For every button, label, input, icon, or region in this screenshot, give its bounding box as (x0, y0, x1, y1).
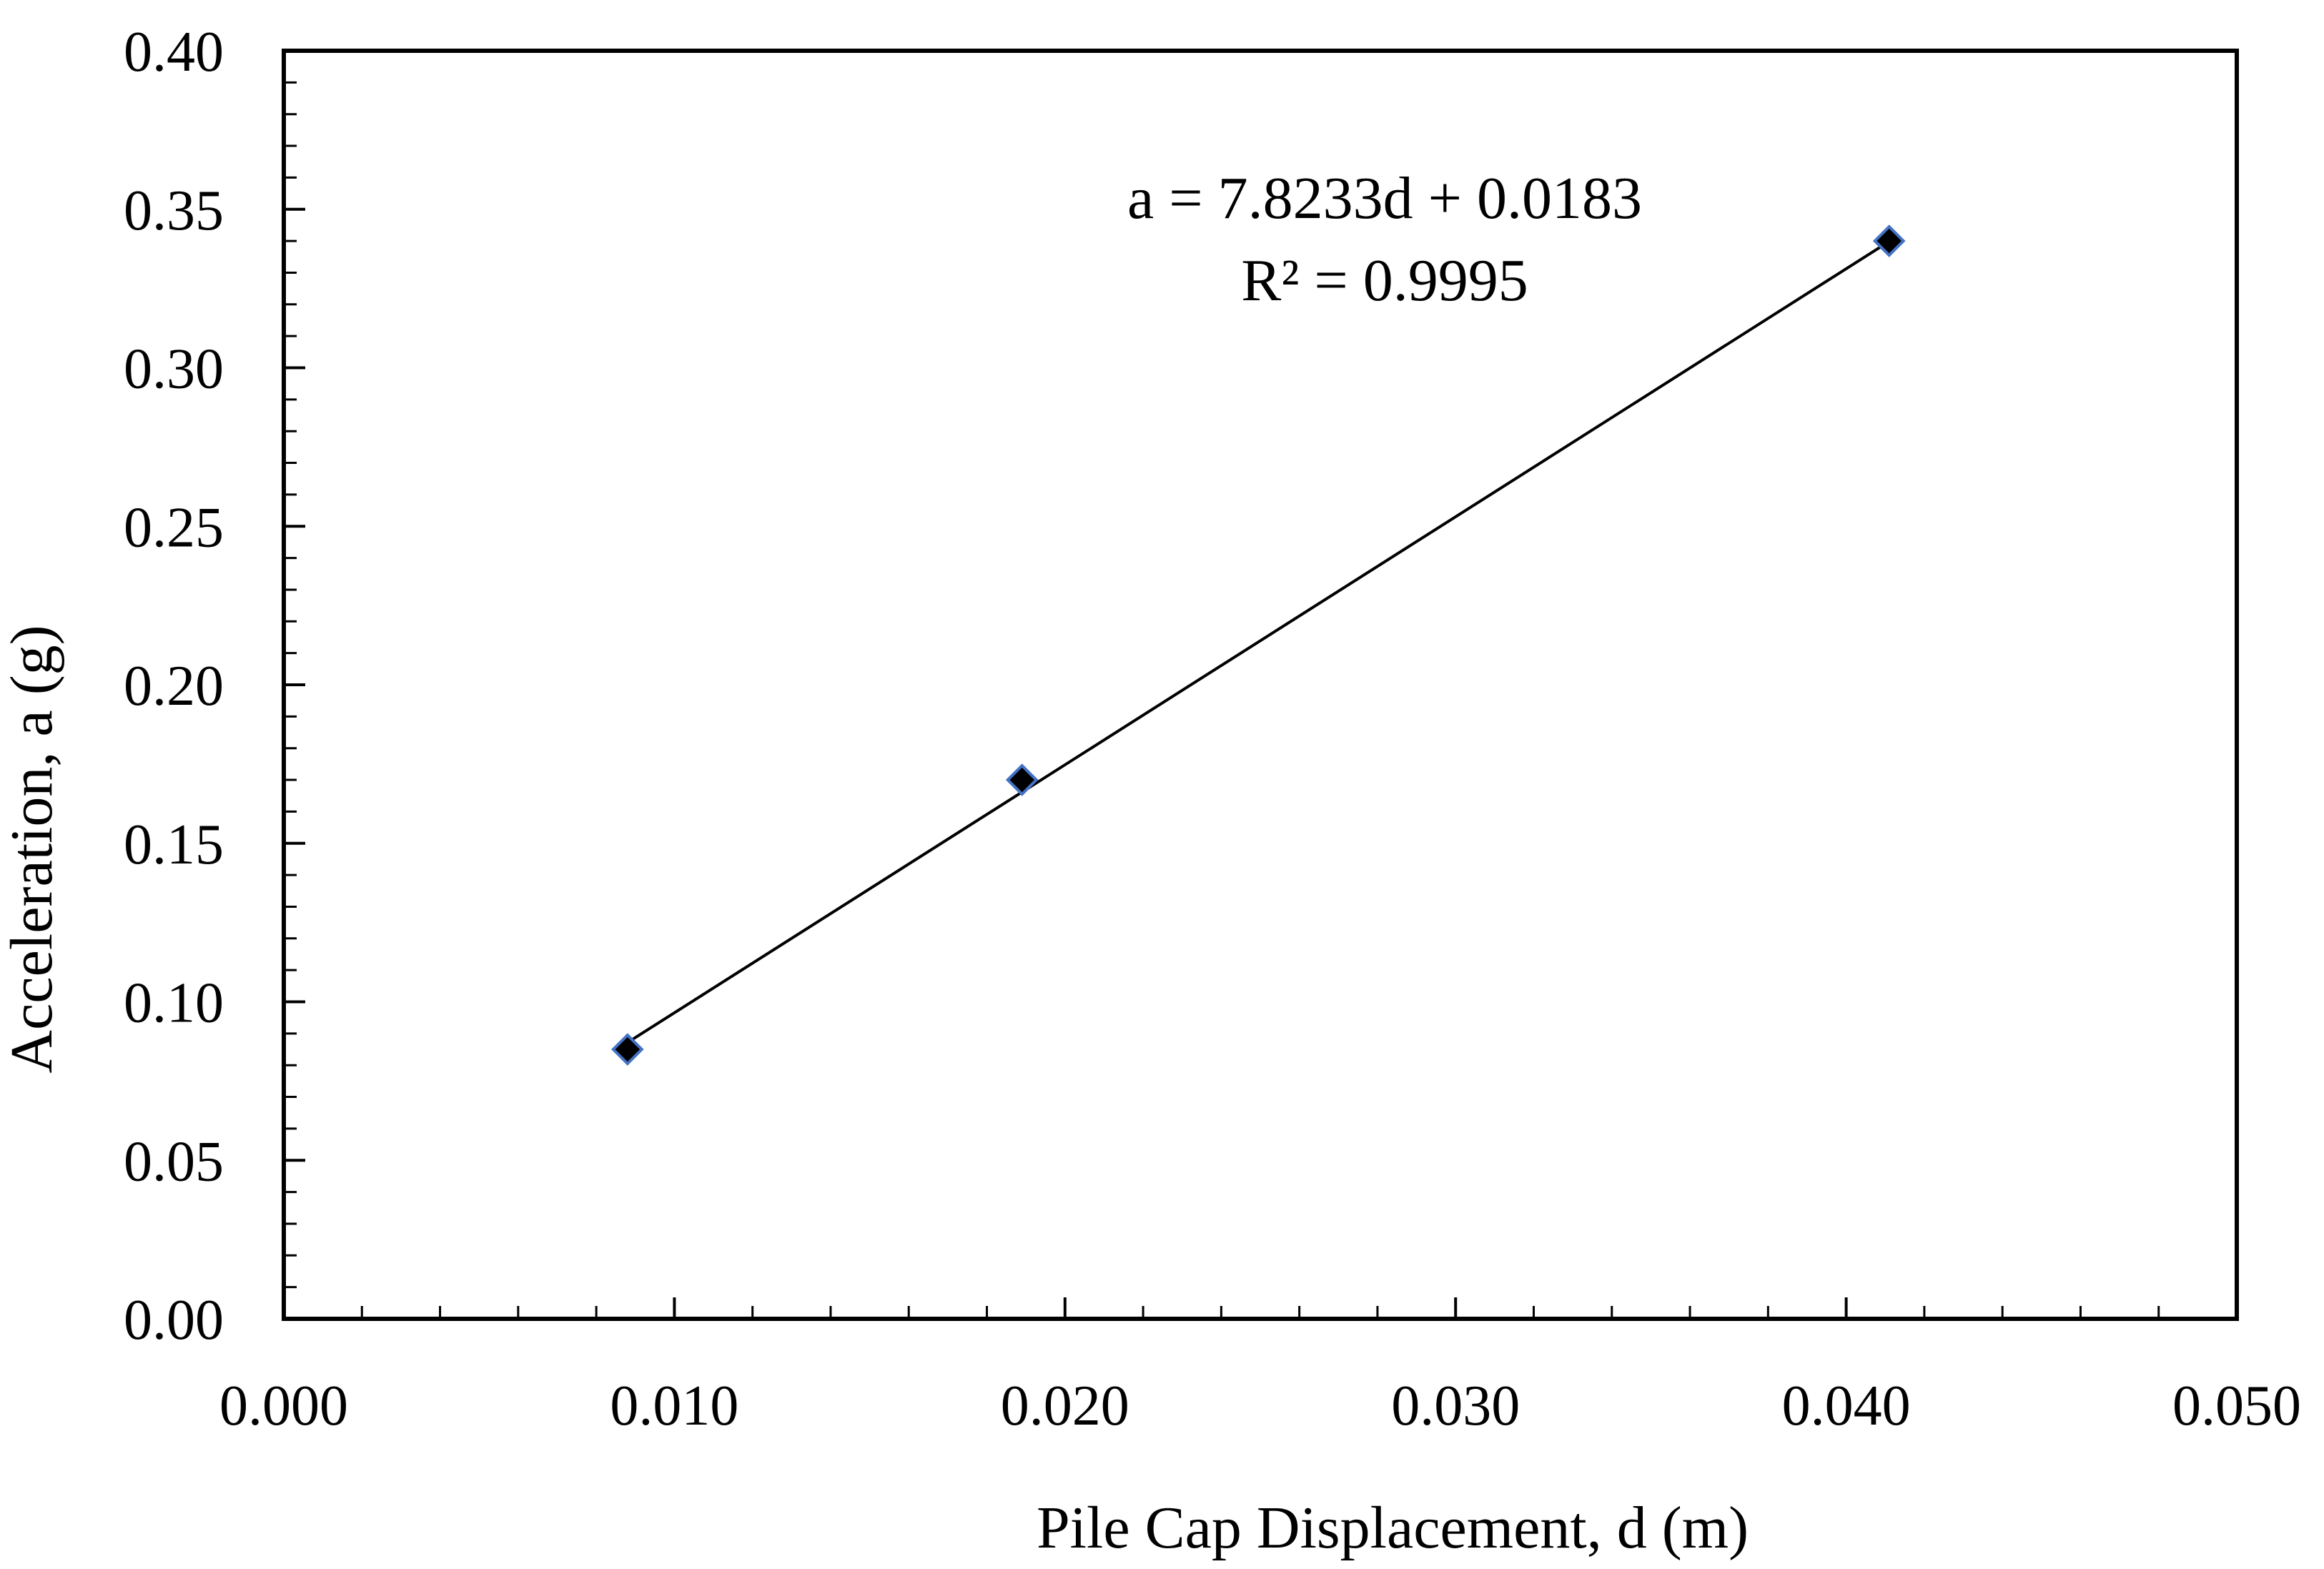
y-tick-label: 0.05 (124, 1130, 224, 1193)
data-point (1872, 224, 1906, 257)
y-tick-label: 0.35 (124, 179, 224, 242)
data-point (611, 1033, 644, 1066)
x-axis-title: Pile Cap Displacement, d (m) (1037, 1495, 1749, 1561)
x-tick-label: 0.030 (1391, 1375, 1520, 1437)
y-tick-label: 0.15 (124, 813, 224, 876)
x-tick-label: 0.000 (219, 1375, 348, 1437)
y-tick-labels: 0.00 0.05 0.10 0.15 0.20 0.25 0.30 0.35 0.40 (124, 21, 224, 1352)
y-axis-title: Acceleration, a (g) (0, 625, 65, 1073)
y-tick-label: 0.40 (124, 21, 224, 84)
y-tick-label: 0.20 (124, 655, 224, 718)
y-tick-label: 0.10 (124, 972, 224, 1035)
x-tick-label: 0.020 (1001, 1375, 1129, 1437)
r-squared-label: R² = 0.9995 (1241, 247, 1528, 314)
trendline-layer (626, 240, 1890, 1044)
x-tick-label: 0.050 (2172, 1375, 2301, 1437)
y-tick-label: 0.25 (124, 496, 224, 559)
x-tick-label: 0.010 (610, 1375, 738, 1437)
y-tick-label: 0.00 (124, 1289, 224, 1352)
plot-area-frame (282, 49, 2239, 1321)
data-point (1005, 763, 1039, 796)
data-points-layer (611, 224, 1906, 1066)
x-tick-labels: 0.000 0.010 0.020 0.030 0.040 0.050 (219, 1375, 2301, 1437)
trendline-equation: a = 7.8233d + 0.0183 (1127, 165, 1642, 232)
y-tick-label: 0.30 (124, 338, 224, 401)
trendline (626, 240, 1890, 1044)
x-tick-label: 0.040 (1782, 1375, 1911, 1437)
